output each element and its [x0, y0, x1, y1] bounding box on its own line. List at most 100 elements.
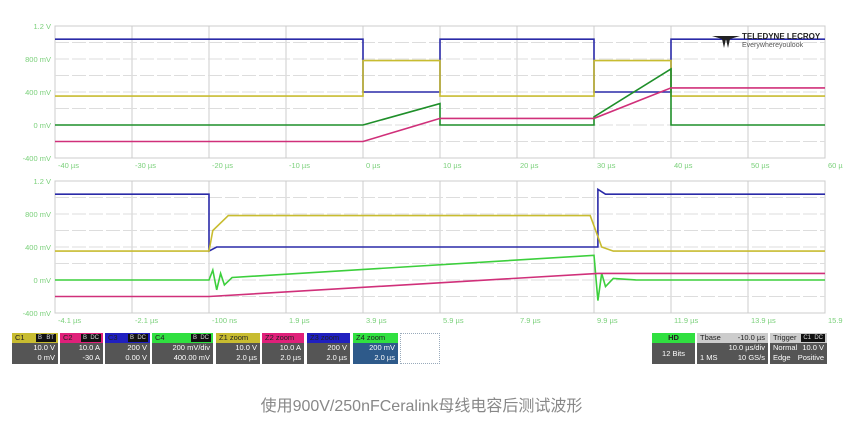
channel-badge: DC	[135, 334, 148, 342]
channel-line1: 10.0 V	[235, 343, 257, 352]
channel-line2: -30 A	[82, 353, 100, 362]
channel-box-z1-zoom[interactable]: Z1 zoom 10.0 V 2.0 µs	[216, 333, 260, 364]
trace-c4	[55, 67, 825, 126]
channel-line1: 200 V	[127, 343, 147, 352]
trigger-mode: Normal	[773, 343, 798, 352]
trigger-type: Edge	[773, 353, 791, 362]
channel-box-z4-zoom[interactable]: Z4 zoom 200 mV 2.0 µs	[353, 333, 398, 364]
timebase-offset: -10.0 µs	[737, 333, 765, 342]
timebase-label: Tbase	[700, 333, 721, 342]
channel-line2: 2.0 µs	[326, 353, 347, 362]
x-tick-label: 60 µs	[828, 161, 843, 170]
y-tick-label: 0 mV	[33, 121, 51, 130]
channel-line1: 10.0 V	[33, 343, 55, 352]
x-tick-label: 40 µs	[674, 161, 693, 170]
channel-name: Z4 zoom	[356, 333, 386, 342]
channel-name: Z2 zoom	[265, 333, 295, 342]
y-tick-label: 1.2 V	[33, 22, 51, 31]
x-tick-label: 11.9 µs	[674, 316, 698, 325]
hd-box[interactable]: HD 12 Bits	[652, 333, 695, 364]
x-tick-label: -30 µs	[135, 161, 156, 170]
channel-box-z3-zoom[interactable]: Z3 zoom 200 V 2.0 µs	[307, 333, 350, 364]
channel-name: C4	[155, 333, 165, 342]
channel-line1: 200 mV/div	[172, 343, 210, 352]
x-tick-label: -2.1 µs	[135, 316, 158, 325]
channel-box-c4[interactable]: C4 B DC 200 mV/div 400.00 mV	[152, 333, 213, 364]
plot-panel-2: -4.1 µs -2.1 µs -100 ns 1.9 µs 3.9 µs 5.9 µs 7…	[23, 177, 843, 325]
trace-c1	[55, 59, 825, 97]
y-tick-label: 400 mV	[25, 243, 51, 252]
channel-badge: B	[35, 334, 44, 342]
y-tick-label: 800 mV	[25, 210, 51, 219]
channel-line2: 0.00 V	[125, 353, 147, 362]
channel-badge: DC	[88, 334, 101, 342]
y-tick-label: -400 mV	[23, 154, 51, 163]
x-tick-label: 10 µs	[443, 161, 462, 170]
x-tick-label: -4.1 µs	[58, 316, 81, 325]
x-tick-label: -20 µs	[212, 161, 233, 170]
channel-badge: B	[127, 334, 136, 342]
logo-tagline: Everywhereyoulook	[742, 42, 804, 49]
channel-line2: 400.00 mV	[173, 353, 210, 362]
hd-label: HD	[652, 333, 695, 343]
x-tick-label: 20 µs	[520, 161, 539, 170]
trigger-source-badge: C1	[801, 334, 813, 342]
channel-line2: 2.0 µs	[374, 353, 395, 362]
x-tick-label: 9.9 µs	[597, 316, 618, 325]
x-tick-label: 50 µs	[751, 161, 770, 170]
channel-line1: 200 V	[327, 343, 347, 352]
channel-name: Z1 zoom	[219, 333, 249, 342]
x-tick-label: 1.9 µs	[289, 316, 310, 325]
y-tick-label: 400 mV	[25, 88, 51, 97]
x-tick-label: -10 µs	[289, 161, 310, 170]
trigger-box[interactable]: Trigger C1 DC Normal 10.0 V Edge Positive	[770, 333, 827, 364]
trace-c2	[55, 87, 825, 143]
channel-box-c3[interactable]: C3 B DC 200 V 0.00 V	[105, 333, 150, 364]
trigger-level: 10.0 V	[802, 343, 824, 352]
trace-c1	[55, 214, 825, 252]
channel-name: Z3 zoom	[310, 333, 340, 342]
hd-bits: 12 Bits	[652, 343, 695, 364]
empty-descriptor-slot[interactable]	[400, 333, 440, 364]
timebase-memory: 1 MS	[700, 353, 718, 362]
plot-panel-1: -40 µs -30 µs -20 µs -10 µs 0 µs 10 µs 20 µs 30…	[23, 22, 843, 170]
x-tick-label: 3.9 µs	[366, 316, 387, 325]
channel-line2: 2.0 µs	[236, 353, 257, 362]
trigger-coupling-badge: DC	[812, 334, 825, 342]
logo-mark-icon	[712, 36, 740, 48]
channel-name: C1	[15, 333, 25, 342]
y-tick-label: 0 mV	[33, 276, 51, 285]
trace-c3	[55, 187, 825, 253]
x-tick-label: 13.9 µs	[751, 316, 776, 325]
y-tick-label: -400 mV	[23, 309, 51, 318]
channel-badge: DC	[198, 334, 211, 342]
timebase-scale: 10.0 µs/div	[728, 343, 765, 352]
y-tick-label: 800 mV	[25, 55, 51, 64]
oscilloscope-display: -40 µs -30 µs -20 µs -10 µs 0 µs 10 µs 20 µs 30…	[23, 22, 843, 325]
channel-line1: 10.0 A	[78, 343, 100, 352]
channel-badge: B	[190, 334, 199, 342]
caption: 使用900V/250nFCeralink母线电容后测试波形	[260, 398, 583, 415]
channel-line2: 0 mV	[37, 353, 55, 362]
channel-name: C3	[108, 333, 118, 342]
channel-line2: 2.0 µs	[280, 353, 301, 362]
x-tick-label: 15.9 µs	[828, 316, 843, 325]
x-tick-label: 0 µs	[366, 161, 381, 170]
logo-brand: TELEDYNE LECROY	[742, 32, 821, 41]
x-tick-label: 5.9 µs	[443, 316, 464, 325]
x-tick-label: 7.9 µs	[520, 316, 541, 325]
trigger-label: Trigger	[773, 333, 797, 342]
x-tick-label: -100 ns	[212, 316, 237, 325]
channel-line1: 10.0 A	[279, 343, 301, 352]
y-tick-label: 1.2 V	[33, 177, 51, 186]
trigger-slope: Positive	[797, 353, 824, 362]
timebase-box[interactable]: Tbase -10.0 µs 10.0 µs/div 1 MS 10 GS/s	[697, 333, 768, 364]
channel-name: C2	[63, 333, 73, 342]
trace-c4	[55, 254, 825, 301]
channel-box-z2-zoom[interactable]: Z2 zoom 10.0 A 2.0 µs	[262, 333, 304, 364]
channel-box-c2[interactable]: C2 B DC 10.0 A -30 A	[60, 333, 103, 364]
channel-badge: BT	[44, 334, 56, 342]
x-tick-label: 30 µs	[597, 161, 616, 170]
channel-line1: 200 mV	[369, 343, 395, 352]
